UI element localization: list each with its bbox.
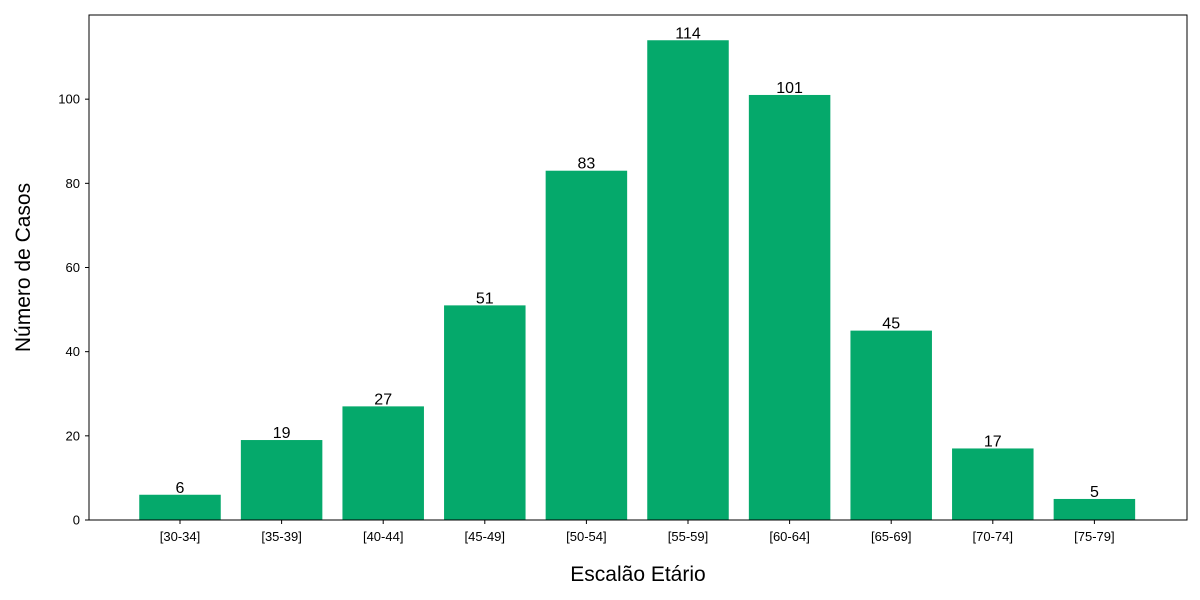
bar-value-label: 17 bbox=[984, 433, 1002, 450]
y-tick-label: 100 bbox=[58, 92, 80, 107]
y-tick-label: 60 bbox=[66, 260, 80, 275]
bar-value-label: 45 bbox=[882, 316, 900, 333]
bar-[65-69] bbox=[850, 330, 932, 520]
bars-layer bbox=[139, 40, 1136, 521]
y-tick-label: 40 bbox=[66, 344, 80, 359]
x-axis-ticks: [30-34] [35-39] [40-44] [45-49] [50-54] [55-5… bbox=[160, 520, 1115, 544]
x-tick-label: [60-64] bbox=[769, 529, 809, 544]
y-axis-ticks: 0 20 40 60 80 100 bbox=[58, 92, 89, 528]
bar-[35-39] bbox=[240, 440, 323, 520]
y-tick-label: 80 bbox=[66, 176, 80, 191]
bar-value-label: 19 bbox=[273, 425, 291, 442]
bar-value-label: 114 bbox=[675, 25, 701, 42]
bar-[55-59] bbox=[647, 40, 729, 520]
bar-value-label: 5 bbox=[1090, 484, 1099, 501]
y-axis-title: Número de Casos bbox=[12, 183, 35, 352]
bar-[60-64] bbox=[748, 94, 831, 520]
x-axis-title: Escalão Etário bbox=[570, 563, 705, 586]
bar-value-label: 51 bbox=[476, 290, 494, 307]
x-tick-label: [40-44] bbox=[363, 529, 403, 544]
bar-[30-34] bbox=[139, 494, 221, 520]
bar-[75-79] bbox=[1053, 498, 1136, 520]
x-tick-label: [65-69] bbox=[871, 529, 911, 544]
plot-area-frame bbox=[88, 14, 1188, 521]
y-tick-label: 0 bbox=[73, 513, 80, 528]
bar-[50-54] bbox=[545, 170, 628, 521]
x-tick-label: [45-49] bbox=[465, 529, 505, 544]
bar-value-label: 27 bbox=[374, 391, 392, 408]
x-tick-label: [75-79] bbox=[1074, 529, 1114, 544]
x-tick-label: [50-54] bbox=[566, 529, 606, 544]
x-tick-label: [55-59] bbox=[668, 529, 708, 544]
bar-value-label: 83 bbox=[578, 156, 596, 173]
y-tick-label: 20 bbox=[66, 428, 80, 443]
bar-[45-49] bbox=[444, 305, 526, 520]
data-labels-layer: 6 19 27 51 83 114 101 45 17 5 bbox=[176, 25, 1099, 501]
x-tick-label: [35-39] bbox=[261, 529, 301, 544]
bar-[40-44] bbox=[342, 406, 424, 520]
bar-value-label: 6 bbox=[176, 480, 185, 497]
bar-value-label: 101 bbox=[776, 80, 803, 97]
bar-[70-74] bbox=[952, 448, 1034, 520]
x-tick-label: [30-34] bbox=[160, 529, 200, 544]
x-tick-label: [70-74] bbox=[973, 529, 1013, 544]
